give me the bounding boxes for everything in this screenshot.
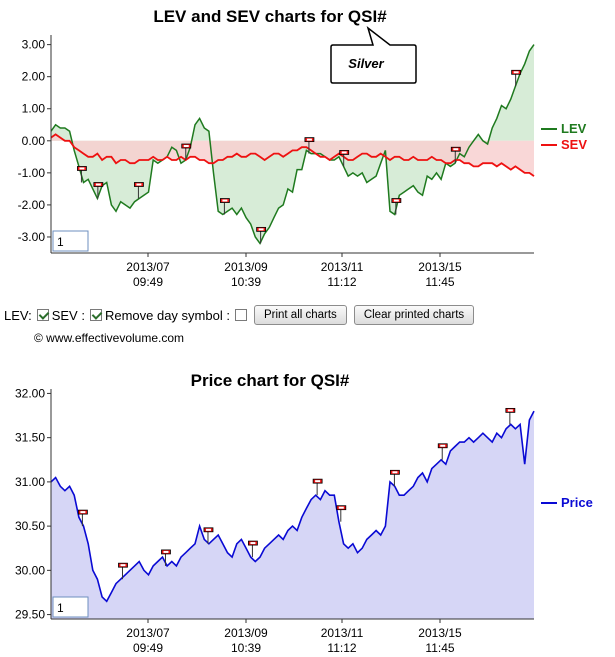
day-marker [505, 407, 516, 425]
day-marker [118, 562, 128, 580]
callout-text: Silver [348, 56, 384, 71]
x-tick-date: 2013/09 [224, 260, 268, 274]
lev-checkbox-label: LEV: [4, 307, 32, 323]
x-tick-time: 11:45 [425, 641, 454, 655]
x-tick-time: 10:39 [231, 641, 261, 655]
x-tick-date: 2013/11 [321, 260, 364, 274]
x-tick-time: 11:45 [425, 275, 454, 289]
x-tick-date: 2013/15 [418, 260, 462, 274]
day-marker [390, 469, 400, 487]
callout: Silver [330, 25, 417, 84]
day-marker [256, 226, 267, 244]
x-tick-date: 2013/07 [126, 260, 170, 274]
price-area [51, 411, 534, 619]
y-tick-label: 32.00 [15, 386, 45, 400]
lev-checkbox[interactable] [36, 309, 49, 321]
day-marker [219, 198, 230, 215]
x-tick-date: 2013/15 [418, 626, 462, 640]
lev-line [50, 44, 535, 245]
y-tick-label: 3.00 [22, 38, 46, 52]
sev-line [50, 133, 535, 177]
legend-price: Price [541, 495, 593, 510]
x-tick-time: 11:12 [327, 275, 356, 289]
y-tick-label: 30.00 [15, 563, 45, 577]
y-tick-label: 29.50 [15, 608, 45, 622]
x-tick-date: 2013/11 [321, 626, 364, 640]
zoom-box-value: 1 [57, 601, 64, 615]
chart-controls: LEV: SEV : Remove day symbol : Print all… [4, 304, 477, 326]
legend-price-label: Price [561, 495, 593, 510]
day-marker [77, 509, 88, 527]
legend-lev-label: LEV [561, 121, 587, 136]
plot-area [50, 407, 535, 619]
legend-sev-label: SEV [561, 137, 587, 152]
y-tick-label: -1.00 [18, 166, 46, 180]
y-tick-label: 30.50 [15, 519, 45, 533]
x-tick-date: 2013/09 [224, 626, 268, 640]
legend-lev: LEV [541, 121, 587, 136]
zoom-box[interactable]: 1 [52, 596, 89, 618]
y-tick-label: 31.50 [15, 431, 45, 445]
clear-printed-charts-button[interactable]: Clear printed charts [353, 305, 475, 325]
day-marker [161, 549, 171, 566]
zoom-box-value: 1 [57, 235, 64, 249]
x-tick-date: 2013/07 [126, 626, 170, 640]
x-tick-time: 11:12 [327, 641, 356, 655]
day-marker [304, 137, 315, 154]
x-tick-time: 09:49 [133, 641, 163, 655]
plot-area [50, 44, 535, 245]
lev-sev-chart: LEV and SEV charts for QSI# 3.00 2.00 1.00… [18, 7, 588, 289]
chart-title: Price chart for QSI# [191, 371, 350, 390]
day-marker [181, 143, 192, 161]
copyright-text: © www.effectivevolume.com [34, 331, 185, 345]
day-marker [312, 478, 323, 496]
day-marker [511, 69, 522, 87]
remove-day-symbol-label: Remove day symbol : [104, 307, 230, 323]
print-all-charts-button[interactable]: Print all charts [253, 305, 347, 325]
day-marker [336, 505, 347, 522]
day-marker [437, 443, 448, 460]
legend-sev: SEV [541, 137, 587, 152]
axes: 3.00 2.00 1.00 0.00 -1.00 -2.00 -3.00 2013/0709… [18, 35, 534, 289]
remove-day-symbol-checkbox[interactable] [234, 309, 247, 321]
price-line [50, 410, 535, 603]
zoom-box[interactable]: 1 [52, 230, 89, 252]
day-marker [93, 182, 104, 199]
sev-checkbox[interactable] [89, 309, 102, 321]
day-marker [391, 198, 402, 215]
sev-area [51, 134, 534, 177]
chart-title: LEV and SEV charts for QSI# [153, 7, 387, 26]
y-tick-label: -3.00 [18, 230, 46, 244]
axes: 32.00 31.50 31.00 30.50 30.00 29.50 2013/0709:… [15, 386, 534, 655]
y-tick-label: 0.00 [22, 134, 46, 148]
day-marker [77, 166, 87, 183]
x-tick-time: 09:49 [133, 275, 163, 289]
y-tick-label: 1.00 [22, 102, 46, 116]
x-tick-time: 10:39 [231, 275, 261, 289]
sev-checkbox-label: SEV : [51, 307, 85, 323]
y-tick-label: 31.00 [15, 475, 45, 489]
day-marker [248, 540, 258, 558]
day-marker [450, 146, 461, 164]
day-marker [134, 182, 144, 199]
day-marker [339, 150, 350, 167]
y-tick-label: 2.00 [22, 70, 46, 84]
day-marker [203, 527, 214, 544]
y-tick-label: -2.00 [18, 198, 46, 212]
price-chart: Price chart for QSI# 32.00 31.50 31.00 30.5… [15, 371, 593, 655]
